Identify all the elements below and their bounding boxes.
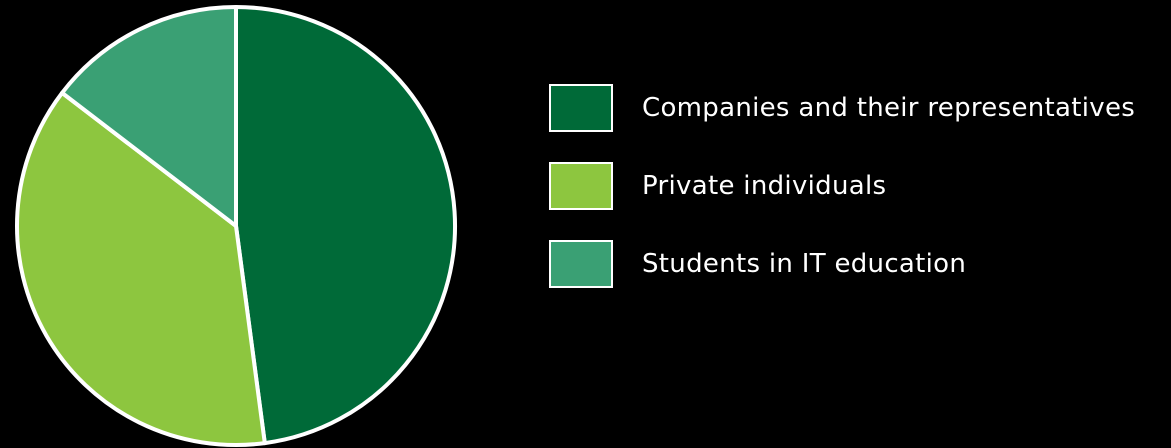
pie-slice-companies [234, 5, 458, 446]
legend-swatch-students [549, 240, 613, 288]
legend-swatch-private-individuals [549, 162, 613, 210]
legend: Companies and their representatives Priv… [549, 84, 1169, 318]
legend-label-students: Students in IT education [642, 249, 967, 279]
legend-item-companies: Companies and their representatives [549, 84, 1169, 136]
legend-swatch-companies [549, 84, 613, 132]
legend-label-companies: Companies and their representatives [642, 93, 1136, 123]
legend-item-private-individuals: Private individuals [549, 162, 1169, 214]
pie-chart [15, 5, 458, 447]
legend-item-students: Students in IT education [549, 240, 1169, 292]
pie-slice-private-individuals [15, 90, 267, 447]
legend-label-private-individuals: Private individuals [642, 171, 887, 201]
pie-slice-students [60, 5, 238, 228]
